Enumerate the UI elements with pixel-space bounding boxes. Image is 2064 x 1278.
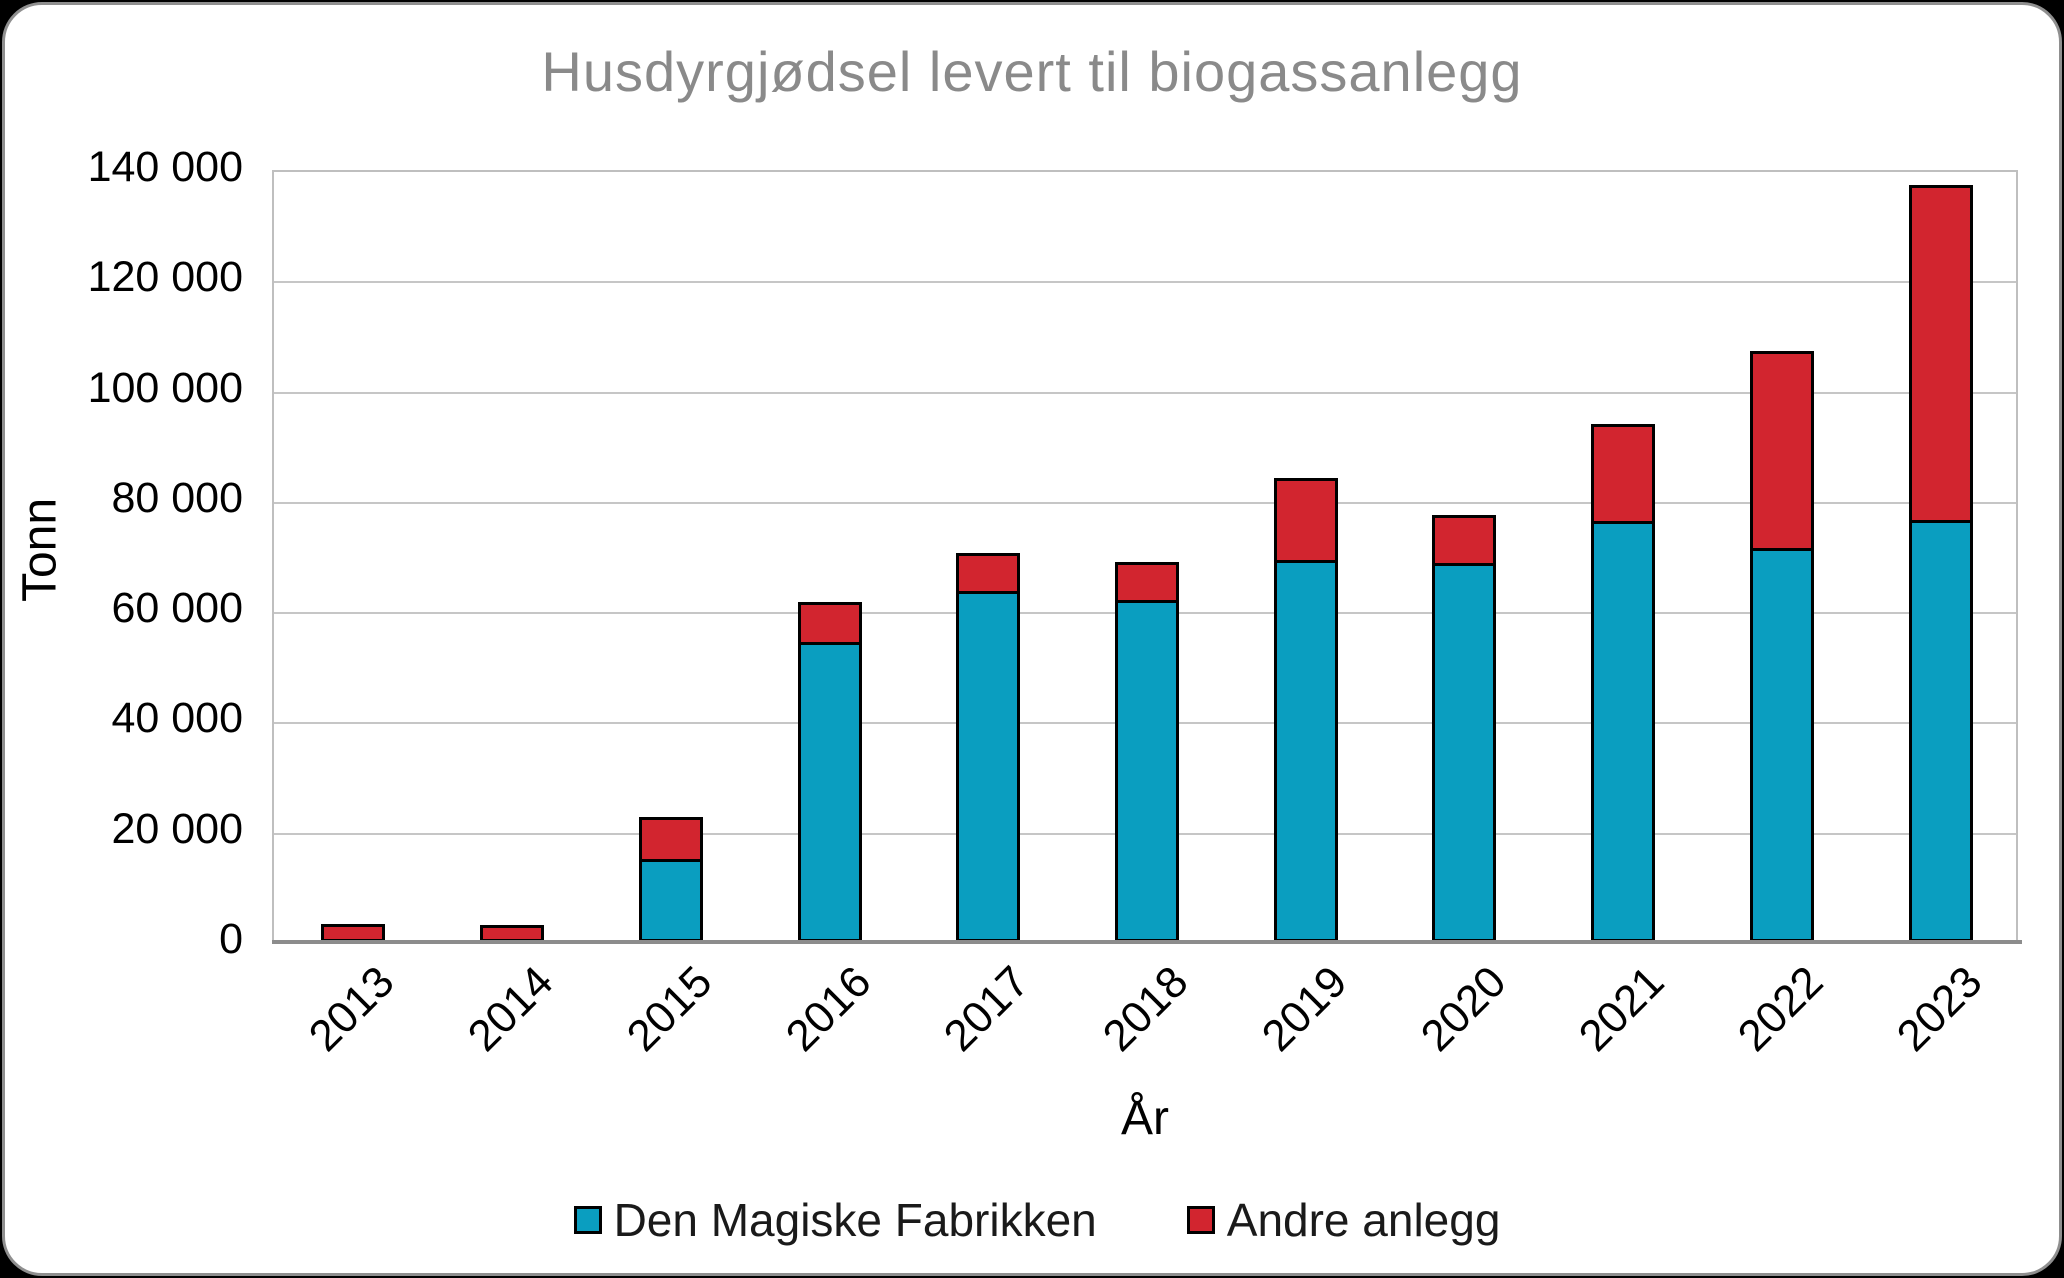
y-tick-label-80000: 80 000 — [111, 473, 243, 522]
x-axis-title: År — [1121, 1092, 1169, 1145]
legend-entry-den-magiske-fabrikken: Den Magiske Fabrikken — [573, 1193, 1097, 1247]
bar-segment-2016-den-magiske-fabrikken — [797, 642, 862, 942]
y-tick-label-20000: 20 000 — [111, 804, 243, 853]
bar-2022 — [1749, 351, 1814, 942]
x-tick-label-2015: 2015 — [617, 957, 722, 1061]
x-tick-label-2020: 2020 — [1411, 957, 1516, 1061]
x-tick-label-2018: 2018 — [1093, 957, 1198, 1061]
legend-label: Andre anlegg — [1226, 1194, 1501, 1246]
legend-label: Den Magiske Fabrikken — [613, 1194, 1097, 1246]
bar-2019 — [1273, 478, 1338, 942]
legend-entry-andre-anlegg: Andre anlegg — [1186, 1193, 1501, 1247]
bar-2021 — [1591, 424, 1656, 942]
gridline-100000 — [274, 391, 2016, 394]
legend-swatch-andre-anlegg — [1186, 1206, 1215, 1234]
x-tick-label-2021: 2021 — [1569, 957, 1674, 1061]
y-tick-label-100000: 100 000 — [87, 363, 243, 412]
bar-segment-2021-den-magiske-fabrikken — [1591, 521, 1656, 942]
bar-2020 — [1432, 515, 1497, 942]
y-tick-label-120000: 120 000 — [87, 253, 243, 302]
legend-swatch-den-magiske-fabrikken — [573, 1206, 602, 1234]
gridline-80000 — [274, 501, 2016, 504]
y-tick-label-60000: 60 000 — [111, 584, 243, 633]
bar-segment-2023-den-magiske-fabrikken — [1908, 520, 1973, 942]
bar-2023 — [1908, 185, 1973, 942]
bar-segment-2020-den-magiske-fabrikken — [1432, 563, 1497, 942]
bar-segment-2022-den-magiske-fabrikken — [1749, 548, 1814, 942]
bar-segment-2017-den-magiske-fabrikken — [956, 591, 1021, 942]
bar-segment-2018-den-magiske-fabrikken — [1115, 600, 1179, 942]
chart-title: Husdyrgjødsel levert til biogassanlegg — [541, 40, 1523, 103]
y-tick-label-140000: 140 000 — [87, 143, 243, 191]
x-tick-label-2022: 2022 — [1728, 957, 1833, 1061]
legend: Den Magiske Fabrikken Andre anlegg — [5, 1193, 2064, 1247]
bar-2018 — [1115, 562, 1179, 942]
x-tick-label-2017: 2017 — [935, 957, 1039, 1061]
bar-2016 — [797, 602, 862, 942]
x-tick-label-2016: 2016 — [776, 957, 881, 1061]
bar-segment-2019-den-magiske-fabrikken — [1273, 560, 1338, 942]
plot-area — [272, 170, 2022, 944]
bar-segment-2015-den-magiske-fabrikken — [638, 859, 703, 942]
y-tick-label-0: 0 — [219, 915, 243, 963]
bar-2015 — [638, 817, 703, 942]
x-tick-label-2013: 2013 — [300, 957, 405, 1061]
x-axis-line — [272, 940, 2022, 944]
bar-2017 — [956, 553, 1021, 942]
x-tick-label-2023: 2023 — [1887, 957, 1992, 1061]
gridline-120000 — [274, 281, 2016, 284]
x-tick-label-2014: 2014 — [458, 957, 563, 1061]
y-tick-label-40000: 40 000 — [111, 694, 243, 743]
x-tick-label-2019: 2019 — [1252, 957, 1357, 1061]
